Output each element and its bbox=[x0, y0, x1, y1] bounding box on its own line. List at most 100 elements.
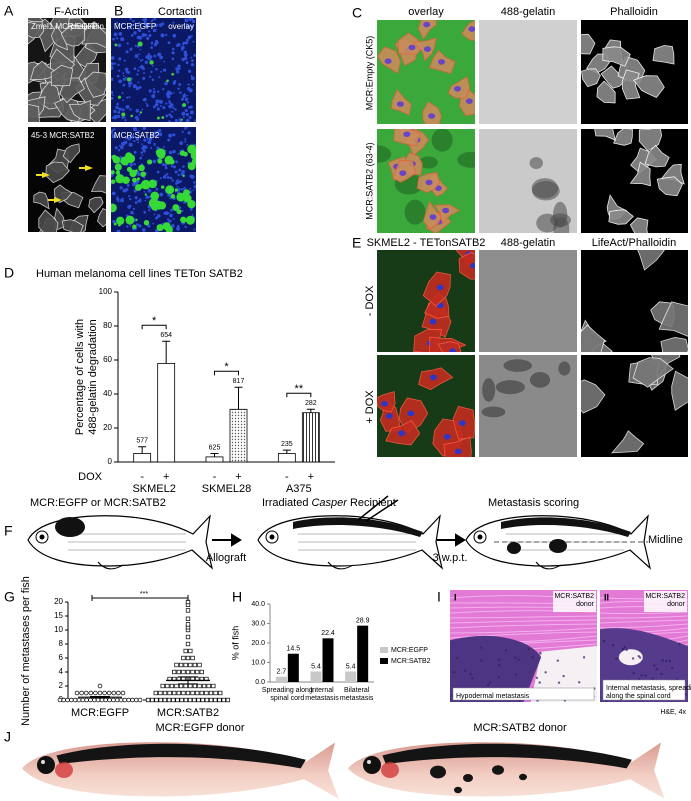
arrow-marker bbox=[36, 172, 50, 178]
cortactin-spot bbox=[114, 43, 118, 47]
cortactin-spot bbox=[137, 41, 143, 47]
cell bbox=[28, 103, 40, 122]
nucleus-dot bbox=[144, 127, 146, 130]
nucleus-dot bbox=[152, 65, 154, 67]
cortactin-spot bbox=[140, 171, 146, 177]
point bbox=[183, 697, 189, 703]
nucleus-dot bbox=[111, 116, 115, 119]
nucleus-dot bbox=[126, 183, 130, 187]
nucleus-dot bbox=[147, 224, 151, 228]
nucleus-dot bbox=[176, 179, 179, 182]
error-bar bbox=[162, 340, 171, 364]
micrograph bbox=[581, 355, 688, 457]
cell bbox=[556, 659, 560, 662]
nucleus-dot bbox=[145, 102, 148, 105]
nucleus-dot bbox=[137, 81, 140, 84]
cortactin-spot bbox=[129, 169, 137, 178]
nucleus-dot bbox=[183, 128, 186, 130]
point bbox=[192, 683, 198, 689]
cell bbox=[38, 209, 59, 232]
row-label: MCR:Empty (CK5) bbox=[364, 36, 374, 111]
cell bbox=[581, 324, 605, 352]
fin bbox=[97, 561, 124, 570]
cortactin-spot bbox=[114, 163, 122, 171]
degradation-spot bbox=[558, 361, 571, 376]
point bbox=[188, 683, 193, 689]
nucleus-dot bbox=[172, 218, 175, 221]
cell bbox=[497, 663, 501, 667]
point bbox=[76, 697, 82, 703]
point bbox=[218, 690, 223, 696]
cortactin-spot bbox=[171, 72, 175, 76]
cortactin-spot bbox=[176, 193, 185, 202]
nucleus-dot bbox=[129, 197, 132, 201]
nucleus-dot bbox=[181, 209, 184, 213]
micrograph bbox=[479, 129, 577, 233]
nucleus-dot bbox=[181, 130, 184, 133]
nucleus bbox=[429, 318, 437, 325]
point bbox=[213, 690, 218, 696]
micrograph bbox=[479, 20, 577, 124]
image-label: Zmel1 MCR:EGFP bbox=[31, 22, 98, 31]
cortactin-spot bbox=[115, 174, 125, 184]
nucleus-dot bbox=[116, 74, 120, 78]
point bbox=[185, 669, 191, 675]
nucleus-dot bbox=[186, 94, 188, 97]
nucleus-dot bbox=[175, 44, 179, 47]
cell bbox=[433, 204, 461, 225]
nucleus-dot bbox=[183, 186, 186, 190]
nucleus-dot bbox=[122, 77, 126, 81]
cortactin-spot bbox=[180, 118, 183, 121]
cell bbox=[455, 656, 459, 660]
eye bbox=[363, 756, 381, 774]
nucleus-dot bbox=[162, 106, 166, 110]
pigment-spot bbox=[463, 774, 473, 782]
cortactin-spot bbox=[120, 156, 130, 166]
nucleus-dot bbox=[165, 92, 170, 96]
x-tick-label: metastasis bbox=[340, 695, 374, 702]
metastasis bbox=[549, 539, 567, 553]
nucleus-dot bbox=[138, 53, 140, 56]
nucleus-dot bbox=[161, 22, 165, 26]
nucleus-dot bbox=[132, 212, 135, 215]
stain-label: H&E, 4x bbox=[660, 709, 686, 716]
nucleus-dot bbox=[170, 224, 175, 228]
nucleus-dot bbox=[178, 168, 182, 172]
point bbox=[179, 697, 184, 703]
cell bbox=[611, 430, 645, 454]
cortactin-spot bbox=[113, 222, 117, 226]
legend-label: MCR:EGFP bbox=[391, 647, 428, 654]
nucleus bbox=[454, 448, 462, 455]
cell bbox=[458, 252, 475, 280]
cortactin-spot bbox=[156, 148, 166, 158]
nucleus-dot bbox=[185, 61, 189, 65]
cell bbox=[422, 101, 442, 124]
nucleus bbox=[428, 113, 436, 119]
cell bbox=[652, 45, 675, 65]
cell bbox=[631, 657, 635, 660]
nucleus-dot bbox=[170, 115, 174, 119]
cell bbox=[469, 673, 472, 676]
donor-label: MCR:SATB2 bbox=[645, 593, 685, 600]
value-label: 14.5 bbox=[287, 646, 301, 653]
nucleus-dot bbox=[152, 105, 156, 109]
cortactin-spot bbox=[132, 177, 137, 183]
nucleus-dot bbox=[121, 116, 125, 119]
cell bbox=[632, 671, 635, 675]
point bbox=[217, 697, 222, 703]
gill bbox=[381, 762, 399, 778]
point bbox=[195, 690, 200, 696]
cortactin-spot bbox=[111, 179, 116, 184]
nucleus-dot bbox=[158, 132, 163, 137]
nucleus-dot bbox=[132, 23, 135, 26]
point bbox=[72, 697, 78, 703]
nucleus-dot bbox=[159, 55, 163, 60]
nucleus-dot bbox=[139, 48, 142, 51]
cell bbox=[461, 20, 475, 41]
cortactin-spot bbox=[156, 224, 164, 232]
nucleus bbox=[468, 26, 475, 32]
nucleus-dot bbox=[174, 119, 178, 122]
nucleus-dot bbox=[164, 81, 168, 86]
cortactin-spot bbox=[191, 158, 196, 165]
